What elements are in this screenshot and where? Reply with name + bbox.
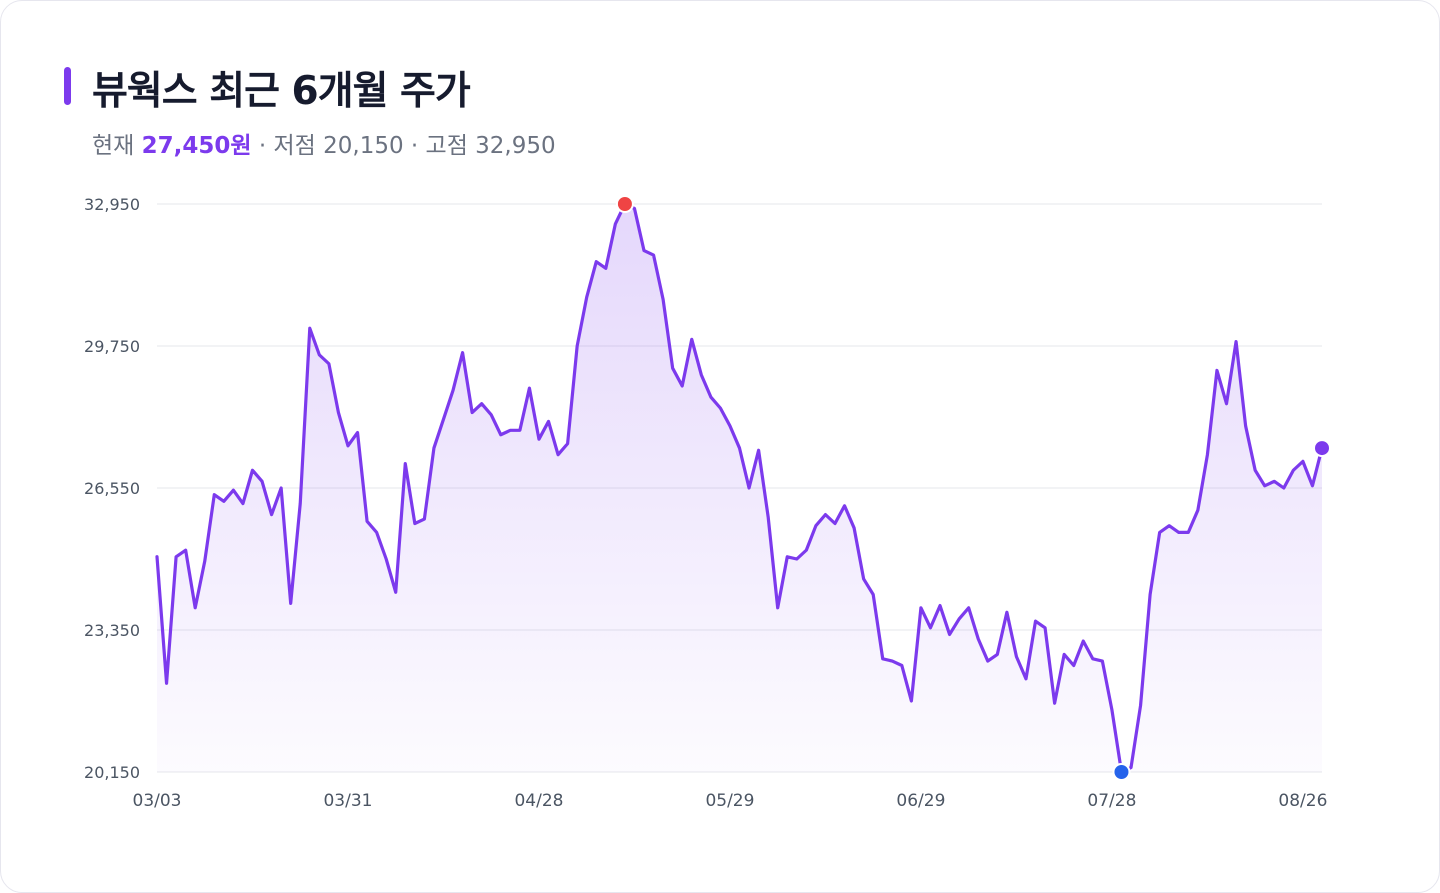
y-tick-label: 26,550 (84, 479, 140, 498)
current-label: 현재 (92, 133, 135, 159)
y-tick-label: 29,750 (84, 337, 140, 356)
x-tick-label: 08/26 (1278, 791, 1327, 811)
current-price: 27,450원 (141, 133, 252, 159)
latest-point-marker (1313, 439, 1331, 458)
y-axis-ticks: 32,950 29,750 26,550 23,350 20,150 (84, 195, 140, 782)
x-tick-label: 03/03 (133, 791, 182, 811)
chart-subtitle: 현재 27,450원 · 저점 20,150 · 고점 32,950 (92, 126, 556, 160)
title-accent-bar (64, 67, 71, 105)
x-tick-label: 07/28 (1087, 791, 1136, 811)
y-tick-label: 20,150 (84, 763, 140, 782)
price-area-fill (157, 204, 1322, 772)
x-tick-label: 04/28 (514, 791, 563, 811)
x-tick-label: 06/29 (896, 791, 945, 811)
markers (615, 195, 1331, 781)
low-point-marker (1112, 763, 1131, 781)
high-point-marker (615, 195, 634, 213)
chart-title: 뷰웍스 최근 6개월 주가 (92, 69, 471, 114)
x-tick-label: 03/31 (323, 791, 372, 811)
low-high-summary: · 저점 20,150 · 고점 32,950 (258, 133, 556, 159)
y-tick-label: 32,950 (84, 195, 140, 214)
x-tick-label: 05/29 (705, 791, 754, 811)
y-tick-label: 23,350 (84, 621, 140, 640)
x-axis-ticks: 03/03 03/31 04/28 05/29 06/29 07/28 08/26 (133, 791, 1328, 811)
